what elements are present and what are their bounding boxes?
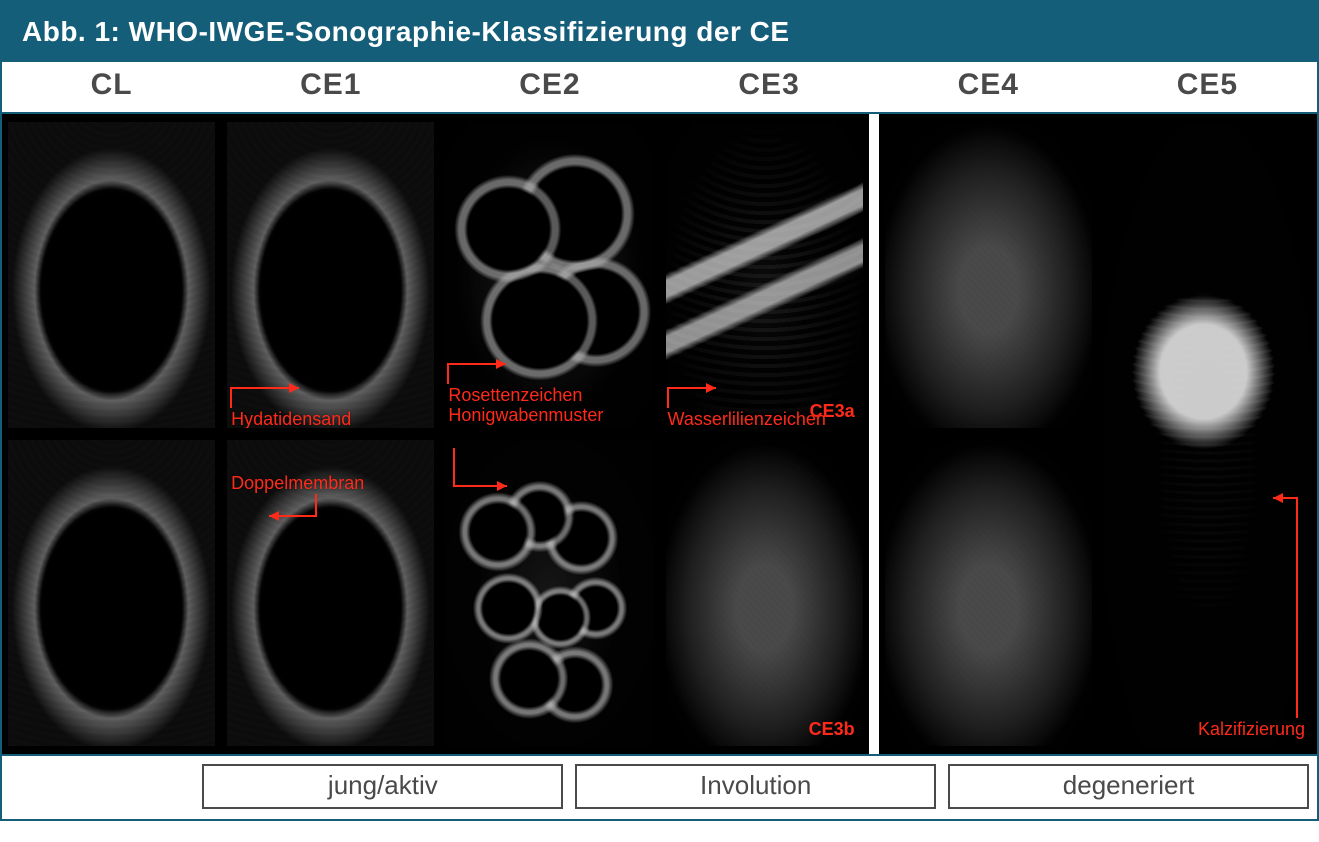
annot-hydatidensand: Hydatidensand bbox=[231, 410, 351, 428]
arrow-icon bbox=[229, 376, 319, 410]
us-panel-CE3-0: CE3a Wasserlilienzeichen bbox=[666, 122, 863, 428]
annot-kalzifizierung-text: Kalzifizierung bbox=[1198, 719, 1305, 739]
arrow-icon bbox=[1267, 480, 1307, 720]
annot-kalzifizierung: Kalzifizierung bbox=[1198, 720, 1305, 740]
arrow-icon bbox=[666, 376, 736, 410]
annot-doppelmembran-text: Doppelmembran bbox=[231, 473, 364, 493]
col-CE2: Rosettenzeichen Honigwabenmuster bbox=[440, 114, 659, 754]
col-CL bbox=[2, 114, 221, 754]
annot-rosette-line2: Honigwabenmuster bbox=[448, 405, 603, 425]
group-spacer bbox=[10, 764, 190, 809]
col-CE1: Hydatidensand Doppelmembran bbox=[221, 114, 440, 754]
us-panel-CE1-0: Hydatidensand bbox=[227, 122, 434, 428]
col-CE5: Kalzifizierung bbox=[1098, 114, 1317, 754]
arrow-icon bbox=[452, 446, 532, 506]
col-header-CE4: CE4 bbox=[879, 62, 1098, 112]
us-panel-CE3-1: CE3b bbox=[666, 440, 863, 746]
ultrasound-grid: Hydatidensand Doppelmembran bbox=[2, 114, 1317, 754]
us-panel-CE5-0: Kalzifizierung bbox=[1104, 122, 1311, 746]
us-panel-CE2-0: Rosettenzeichen Honigwabenmuster bbox=[446, 122, 653, 428]
group-involution: Involution bbox=[575, 764, 936, 809]
annot-wasserlilien: Wasserlilienzeichen bbox=[668, 410, 826, 428]
col-header-CE1: CE1 bbox=[221, 62, 440, 112]
sublabel-CE3b: CE3b bbox=[809, 719, 855, 740]
group-degeneriert: degeneriert bbox=[948, 764, 1309, 809]
col-header-CL: CL bbox=[2, 62, 221, 112]
annot-wasserlilien-text: Wasserlilienzeichen bbox=[668, 409, 826, 428]
us-panel-CE4-0 bbox=[885, 122, 1092, 428]
group-label-row: jung/aktiv Involution degeneriert bbox=[2, 754, 1317, 819]
column-header-row: CL CE1 CE2 CE3 CE4 CE5 bbox=[2, 62, 1317, 114]
us-panel-CE1-1: Doppelmembran bbox=[227, 440, 434, 746]
col-header-CE3: CE3 bbox=[660, 62, 879, 112]
us-panel-CE4-1 bbox=[885, 440, 1092, 746]
annot-rosette: Rosettenzeichen Honigwabenmuster bbox=[448, 386, 603, 426]
annot-hydatidensand-text: Hydatidensand bbox=[231, 409, 351, 428]
figure-content: CL CE1 CE2 CE3 CE4 CE5 bbox=[2, 62, 1317, 819]
group-jung-aktiv: jung/aktiv bbox=[202, 764, 563, 809]
annot-doppelmembran: Doppelmembran bbox=[231, 474, 364, 494]
us-panel-CE2-1 bbox=[446, 440, 653, 746]
us-panel-CL-0 bbox=[8, 122, 215, 428]
arrow-icon bbox=[261, 492, 331, 542]
col-CE4 bbox=[879, 114, 1098, 754]
annot-rosette-line1: Rosettenzeichen bbox=[448, 385, 582, 405]
figure-container: Abb. 1: WHO-IWGE-Sonographie-Klassifizie… bbox=[0, 0, 1319, 821]
us-panel-CL-1 bbox=[8, 440, 215, 746]
arrow-icon bbox=[446, 352, 526, 386]
sublabel-CE3a: CE3a bbox=[810, 401, 855, 422]
col-header-CE5: CE5 bbox=[1098, 62, 1317, 112]
figure-title: Abb. 1: WHO-IWGE-Sonographie-Klassifizie… bbox=[2, 2, 1317, 62]
col-header-CE2: CE2 bbox=[440, 62, 659, 112]
col-CE3: CE3a Wasserlilienzeichen CE3b bbox=[660, 114, 879, 754]
